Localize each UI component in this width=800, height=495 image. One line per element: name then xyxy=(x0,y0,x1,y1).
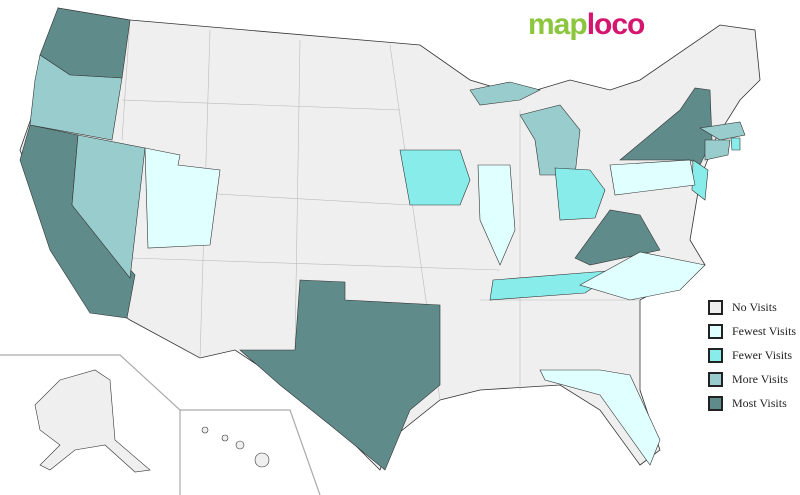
state-rhode-island[interactable] xyxy=(730,137,741,151)
state-new-york[interactable] xyxy=(619,87,713,166)
state-florida[interactable] xyxy=(539,369,661,466)
hawaii[interactable] xyxy=(201,426,270,468)
state-virginia[interactable] xyxy=(574,209,661,266)
state-illinois[interactable] xyxy=(477,164,516,266)
maploco-logo: maploco xyxy=(528,8,645,41)
state-texas[interactable] xyxy=(239,279,441,471)
legend-item: Most Visits xyxy=(708,391,796,415)
state-tennessee[interactable] xyxy=(489,269,621,301)
legend-item: No Visits xyxy=(708,295,796,319)
legend-swatch xyxy=(708,371,723,387)
legend-swatch xyxy=(708,323,723,339)
legend: No Visits Fewest Visits Fewer Visits Mor… xyxy=(708,295,796,415)
alaska[interactable] xyxy=(34,369,151,473)
alaska-inset-border xyxy=(0,354,181,495)
state-utah[interactable] xyxy=(144,147,221,249)
legend-item: More Visits xyxy=(708,367,796,391)
state-north-carolina[interactable] xyxy=(579,251,706,301)
legend-swatch xyxy=(708,299,723,315)
hawaii-inset-border xyxy=(180,409,321,495)
legend-item: Fewest Visits xyxy=(708,319,796,343)
state-massachusetts[interactable] xyxy=(699,121,746,141)
state-ohio[interactable] xyxy=(554,167,606,221)
state-michigan-upper[interactable] xyxy=(469,81,541,106)
state-nevada[interactable] xyxy=(71,134,146,279)
state-connecticut[interactable] xyxy=(704,139,731,161)
legend-item: Fewer Visits xyxy=(708,343,796,367)
state-pennsylvania[interactable] xyxy=(609,159,696,196)
legend-swatch xyxy=(708,347,723,363)
state-iowa[interactable] xyxy=(399,149,471,206)
state-oregon[interactable] xyxy=(29,54,123,141)
legend-swatch xyxy=(708,395,723,411)
